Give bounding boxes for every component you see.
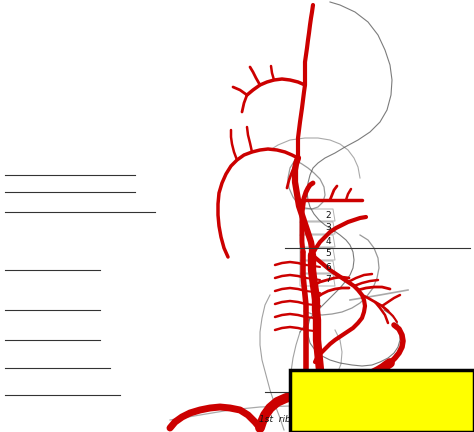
Text: 4: 4 [325, 236, 331, 245]
Text: 3: 3 [325, 223, 331, 232]
Text: 7: 7 [325, 276, 331, 285]
Bar [290, 370, 474, 432]
Text: 2: 2 [325, 210, 331, 219]
Text: 6: 6 [325, 263, 331, 271]
Text: 5: 5 [325, 250, 331, 258]
Text: 1st  rib: 1st rib [259, 416, 291, 425]
